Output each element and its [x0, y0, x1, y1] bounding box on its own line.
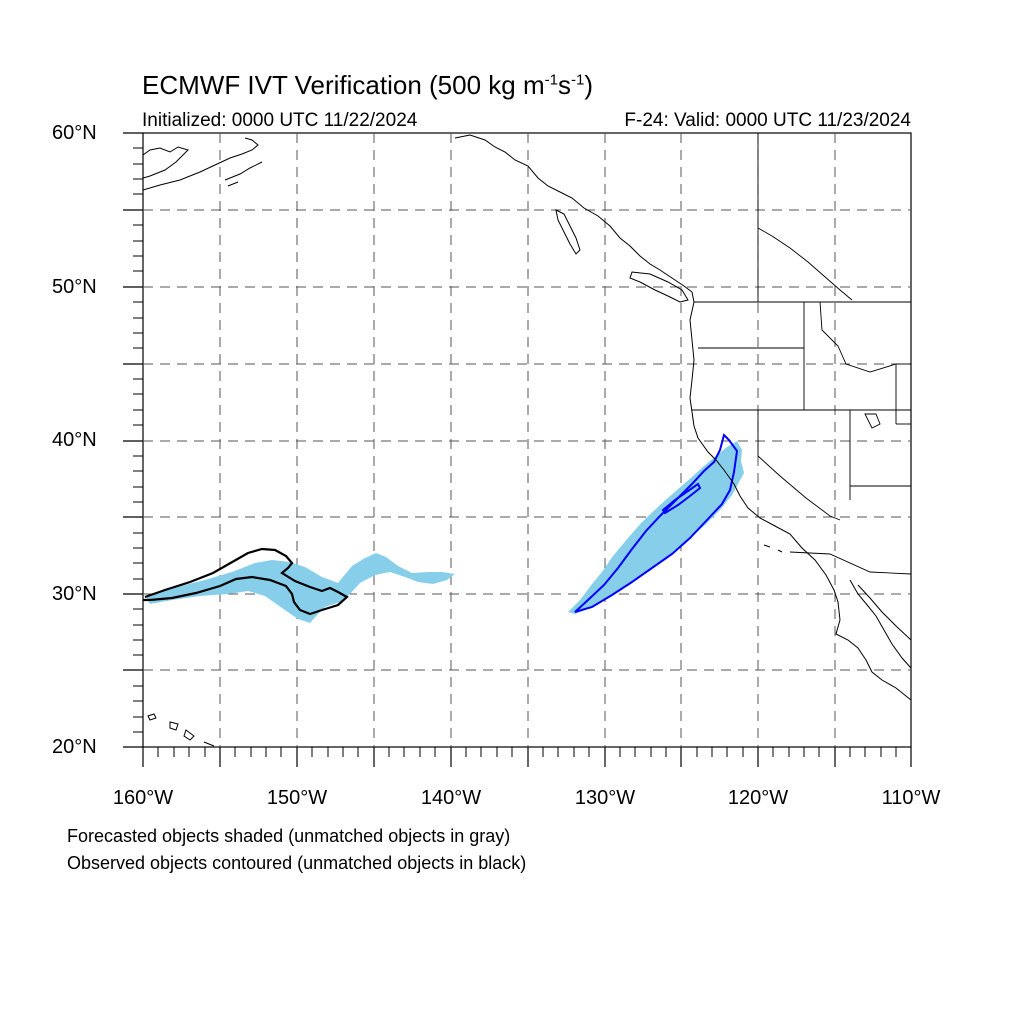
mainland-mexico: [857, 584, 911, 641]
forecast-object-west: [145, 553, 455, 623]
ca-nv-oblique-border: [757, 455, 841, 521]
lat-label-20n: 20°N: [52, 736, 97, 758]
id-mt-border: [819, 301, 897, 373]
us-west-coast: [689, 301, 841, 621]
rocky-divide: [757, 227, 853, 301]
haida-gwaii: [555, 209, 581, 255]
legend-note-forecast: Forecasted objects shaded (unmatched obj…: [67, 826, 511, 846]
alaska-coast: [143, 146, 189, 179]
us-mexico-border: [789, 551, 911, 575]
lat-major-ticks: [123, 132, 143, 748]
valid-time-label: F-24: Valid: 0000 UTC 11/23/2024: [624, 110, 911, 131]
lon-major-ticks: [142, 747, 912, 767]
lat-label-40n: 40°N: [52, 429, 97, 451]
initialized-label: Initialized: 0000 UTC 11/22/2024: [142, 110, 418, 131]
lat-minor-ticks: [133, 147, 143, 733]
map-frame: [142, 132, 912, 748]
alaska-islands: [224, 161, 263, 187]
observed-contour-matched-inner: [661, 482, 702, 515]
alaska-peninsula: [143, 137, 259, 191]
lon-label-110w: 110°W: [881, 787, 941, 809]
map-title: ECMWF IVT Verification (500 kg m-1s-1): [142, 70, 593, 100]
lat-label-60n: 60°N: [52, 122, 97, 144]
gulf-of-california: [849, 579, 911, 669]
hawaii-islands: [147, 713, 215, 747]
great-salt-lake: [864, 413, 881, 429]
observed-contour-matched-outer: [574, 433, 739, 613]
lon-label-120w: 120°W: [727, 787, 789, 809]
legend-note-observed: Observed objects contoured (unmatched ob…: [67, 853, 527, 873]
forecast-object-east: [568, 441, 744, 614]
baja-california: [835, 619, 911, 701]
canada-coast: [454, 134, 695, 303]
lon-label-150w: 150°W: [266, 787, 328, 809]
lon-label-160w: 160°W: [112, 787, 174, 809]
lon-minor-ticks: [157, 747, 897, 757]
lat-label-50n: 50°N: [52, 276, 97, 298]
lon-label-140w: 140°W: [420, 787, 482, 809]
channel-islands: [763, 544, 783, 553]
political-boundaries: [692, 133, 911, 575]
observed-contour-unmatched: [143, 547, 349, 616]
lat-label-30n: 30°N: [52, 583, 97, 605]
graticule: [143, 133, 911, 747]
vancouver-island: [629, 271, 689, 303]
lon-label-130w: 130°W: [574, 787, 636, 809]
coastlines: [143, 134, 911, 747]
